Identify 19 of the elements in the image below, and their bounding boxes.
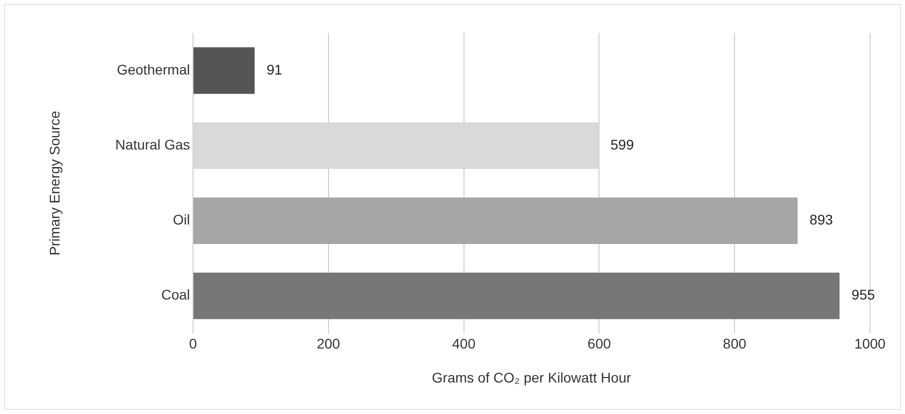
- x-tick-label: 600: [588, 336, 612, 352]
- y-tick-label: Coal: [161, 286, 190, 303]
- x-tick-label: 200: [316, 336, 340, 352]
- bar: [194, 272, 840, 320]
- x-tick-label: 0: [189, 336, 198, 352]
- y-tick-label: Natural Gas: [115, 136, 190, 153]
- x-tick-label: 1000: [854, 336, 886, 352]
- y-tick-label: Oil: [172, 212, 190, 228]
- y-axis-title: Primary Energy Source: [46, 110, 62, 256]
- data-label: 599: [610, 136, 634, 153]
- data-label: 955: [852, 286, 876, 303]
- data-label: 893: [810, 212, 834, 228]
- data-label: 91: [266, 61, 282, 78]
- bar: [194, 47, 255, 94]
- x-tick-label: 800: [722, 336, 746, 352]
- x-tick-label: 400: [452, 336, 476, 352]
- bar: [194, 197, 798, 244]
- y-tick-label: Geothermal: [116, 61, 190, 78]
- x-axis-title: Grams of CO₂ per Kilowatt Hour: [432, 369, 632, 386]
